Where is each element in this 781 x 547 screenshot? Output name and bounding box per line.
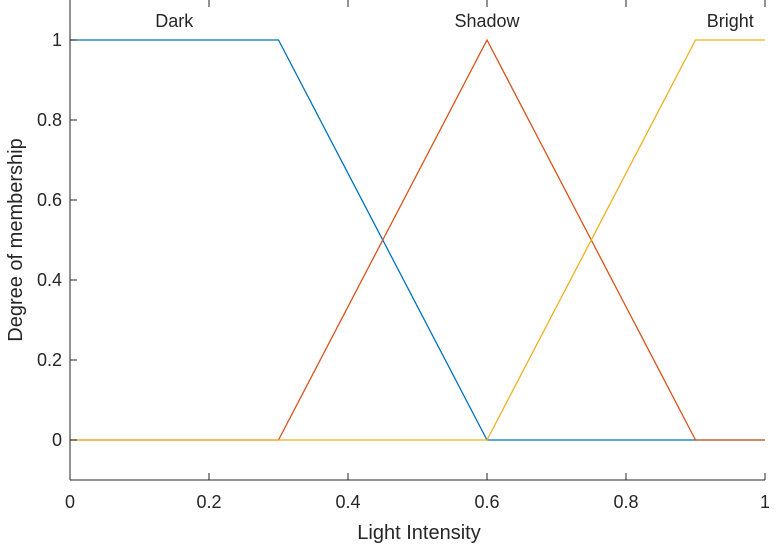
- x-tick-label: 0.4: [335, 492, 360, 512]
- x-tick-label: 0.6: [474, 492, 499, 512]
- y-tick-label: 0.8: [37, 110, 62, 130]
- y-tick-label: 1: [52, 30, 62, 50]
- series-label-dark: Dark: [155, 11, 194, 31]
- ticks-layer: 0 0.2 0.4 0.6 0.8 1 0 0.2 0.4 0.6 0.8 1: [37, 0, 770, 512]
- series-labels-layer: Dark Shadow Bright: [155, 11, 754, 31]
- y-tick-label: 0.6: [37, 190, 62, 210]
- x-tick-label: 0.2: [196, 492, 221, 512]
- y-tick-label: 0: [52, 430, 62, 450]
- series-label-bright: Bright: [707, 11, 754, 31]
- series-label-shadow: Shadow: [454, 11, 520, 31]
- x-tick-label: 1: [760, 492, 770, 512]
- series-line-bright: [70, 39, 765, 441]
- x-axis-label: Light Intensity: [357, 522, 480, 544]
- series-layer: [70, 38, 765, 441]
- x-tick-label: 0: [65, 492, 75, 512]
- axes-layer: [69, 0, 765, 481]
- y-tick-label: 0.2: [37, 350, 62, 370]
- y-tick-label: 0.4: [37, 270, 62, 290]
- x-tick-label: 0.8: [613, 492, 638, 512]
- y-axis-label: Degree of membership: [5, 138, 27, 341]
